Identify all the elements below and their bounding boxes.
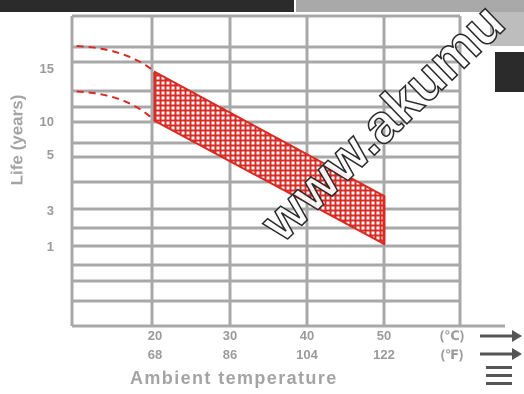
side-mark [486, 366, 512, 369]
x-axis-label: Ambient temperature [130, 368, 338, 388]
y-tick-label: 3 [47, 203, 54, 218]
lower-extrapolation-line [76, 90, 156, 122]
top-bar-dark [0, 0, 294, 12]
y-axis-label-wrap: Life (years) [4, 60, 30, 220]
y-tick-label: 5 [47, 147, 54, 162]
x-tick-label-fahrenheit: 86 [223, 347, 237, 362]
arrow-head [512, 348, 522, 360]
y-tick-label: 1 [47, 239, 54, 254]
life-band [76, 45, 386, 246]
x-tick-label-celsius: (℃) [440, 328, 464, 343]
y-tick-labels: 15 10 5 3 1 [40, 61, 54, 254]
arrow-head [512, 330, 522, 342]
x-tick-label-celsius: 40 [300, 328, 314, 343]
x-tick-label-fahrenheit: 104 [296, 347, 318, 362]
side-mark [486, 382, 512, 385]
x-tick-label-fahrenheit: (℉) [441, 347, 464, 362]
top-bar-light [296, 0, 524, 12]
x-tick-label-fahrenheit: 122 [373, 347, 395, 362]
side-block [490, 12, 524, 46]
upper-extrapolation-line [76, 45, 156, 73]
axis-arrows [480, 330, 522, 385]
x-tick-label-fahrenheit: 68 [148, 347, 162, 362]
x-tick-label-celsius: 30 [223, 328, 237, 343]
x-tick-labels: 20 30 40 50 (℃) 68 86 104 122 (℉) [148, 328, 464, 362]
y-tick-label: 15 [40, 61, 54, 76]
y-tick-label: 10 [40, 114, 54, 129]
x-tick-label-celsius: 50 [377, 328, 391, 343]
y-axis-label: Life (years) [7, 94, 27, 186]
x-tick-label-celsius: 20 [148, 328, 162, 343]
side-dark-block [495, 52, 524, 92]
side-mark [486, 374, 512, 377]
